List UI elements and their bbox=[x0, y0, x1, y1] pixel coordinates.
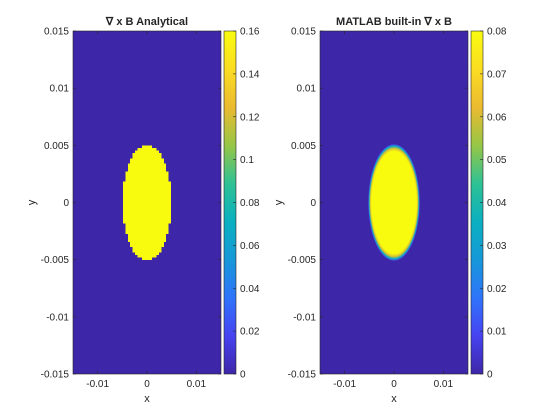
chart-panel-1: 0.015 0.01 0.005 0 -0.005 -0.01 -0.015 -0.01 0 0.… bbox=[26, 16, 260, 405]
colorbar-tick-label: 0.04 bbox=[240, 284, 260, 295]
heatmap-cell-row bbox=[127, 168, 167, 172]
colorbar-tick-label: 0.01 bbox=[487, 327, 507, 338]
x-tick-label: 0 bbox=[391, 379, 397, 390]
y-tick-label: 0.005 bbox=[44, 141, 69, 152]
heatmap-cell-row bbox=[137, 254, 157, 258]
colorbar-tick-label: 0.06 bbox=[240, 241, 260, 252]
y-tick-label: 0 bbox=[63, 198, 69, 209]
heatmap-cell-row bbox=[142, 145, 152, 149]
heatmap-cell-row bbox=[123, 197, 171, 201]
y-tick-label: 0.01 bbox=[50, 84, 70, 95]
x-tick-label: 0.01 bbox=[187, 379, 207, 390]
heatmap-cell-row bbox=[135, 251, 159, 255]
heatmap-cell-row bbox=[123, 220, 171, 224]
heatmap-cell-row bbox=[125, 176, 169, 180]
heatmap-cell-row bbox=[130, 244, 164, 248]
heatmap-cell-row bbox=[123, 202, 171, 206]
x-tick-label: 0 bbox=[144, 379, 150, 390]
heatmap-cell-row bbox=[123, 186, 171, 190]
chart-title: MATLAB built-in ∇ x B bbox=[336, 16, 452, 28]
y-tick-label: 0 bbox=[310, 198, 316, 209]
heatmap-cell-row bbox=[137, 147, 157, 151]
heatmap-cell-row bbox=[123, 205, 171, 209]
x-tick-label: -0.01 bbox=[333, 379, 356, 390]
colorbar-tick-label: 0.08 bbox=[487, 27, 507, 38]
heatmap-cell-row bbox=[130, 241, 164, 245]
heatmap-cell-row bbox=[127, 163, 167, 167]
y-tick-label: -0.005 bbox=[41, 255, 70, 266]
y-tick-label: -0.01 bbox=[293, 312, 316, 323]
colorbar-tick-label: 0.1 bbox=[240, 155, 254, 166]
heatmap-cell-row bbox=[123, 192, 171, 196]
heatmap-cell-row bbox=[127, 236, 167, 240]
x-axis-label: x bbox=[391, 393, 397, 405]
y-tick-label: -0.015 bbox=[41, 370, 70, 381]
colorbar-tick-label: 0.07 bbox=[487, 69, 507, 80]
heatmap-cell-row bbox=[125, 228, 169, 232]
y-tick-label: 0.01 bbox=[297, 84, 317, 95]
heatmap-cell-row bbox=[123, 194, 171, 198]
colorbar-tick-label: 0.02 bbox=[487, 284, 507, 295]
heatmap-cell-row bbox=[123, 215, 171, 219]
y-tick-label: -0.015 bbox=[288, 370, 317, 381]
y-tick-label: -0.005 bbox=[288, 255, 317, 266]
heatmap-cell-row bbox=[123, 210, 171, 214]
heatmap-cell-row bbox=[132, 153, 162, 157]
x-tick-label: 0.01 bbox=[434, 379, 454, 390]
colorbar-tick-label: 0.16 bbox=[240, 27, 260, 38]
heatmap-cell-row bbox=[123, 207, 171, 211]
heatmap-cell-row bbox=[123, 199, 171, 203]
heatmap-region bbox=[368, 144, 420, 261]
heatmap-cell-row bbox=[132, 246, 162, 250]
heatmap-cell-row bbox=[132, 155, 162, 159]
colorbar-tick-label: 0.04 bbox=[487, 198, 507, 209]
heatmap-cell-row bbox=[142, 257, 152, 261]
heatmap-cell-row bbox=[123, 184, 171, 188]
heatmap-cell-row bbox=[125, 223, 169, 227]
colorbar-tick-label: 0.12 bbox=[240, 112, 260, 123]
colorbar-tick-label: 0.02 bbox=[240, 327, 260, 338]
colorbar-tick-label: 0 bbox=[240, 370, 246, 381]
y-tick-label: 0.015 bbox=[291, 27, 316, 38]
colorbar-tick-label: 0.08 bbox=[240, 198, 260, 209]
y-axis-label: y bbox=[26, 199, 38, 205]
x-tick-label: -0.01 bbox=[86, 379, 109, 390]
heatmap-cell-row bbox=[127, 166, 167, 170]
heatmap-cell-row bbox=[132, 249, 162, 253]
colorbar-tick-label: 0 bbox=[487, 370, 493, 381]
colorbar-tick-label: 0.14 bbox=[240, 69, 260, 80]
y-tick-label: 0.005 bbox=[291, 141, 316, 152]
x-axis-label: x bbox=[144, 393, 150, 405]
chart-panel-2: 0.015 0.01 0.005 0 -0.005 -0.01 -0.015 -0.01 0 0.… bbox=[273, 16, 507, 405]
colorbar-tick-label: 0.03 bbox=[487, 241, 507, 252]
colorbar-tick-label: 0.06 bbox=[487, 112, 507, 123]
y-axis-label: y bbox=[273, 199, 285, 205]
heatmap-cell-row bbox=[125, 231, 169, 235]
colorbar-tick-label: 0.05 bbox=[487, 155, 507, 166]
heatmap-cell-row bbox=[123, 212, 171, 216]
heatmap-cell-row bbox=[123, 181, 171, 185]
y-tick-label: -0.01 bbox=[46, 312, 69, 323]
heatmap-cell-row bbox=[125, 171, 169, 175]
chart-title: ∇ x B Analytical bbox=[105, 16, 188, 28]
heatmap-cell-row bbox=[135, 150, 159, 154]
heatmap-cell-row bbox=[125, 173, 169, 177]
heatmap-cell-row bbox=[130, 160, 164, 164]
heatmap-cell-row bbox=[127, 233, 167, 237]
heatmap-cell-row bbox=[127, 238, 167, 242]
heatmap-cell-row bbox=[125, 225, 169, 229]
heatmap-cell-row bbox=[130, 158, 164, 162]
heatmap-cell-row bbox=[123, 189, 171, 193]
y-tick-label: 0.015 bbox=[44, 27, 69, 38]
heatmap-cell-row bbox=[125, 179, 169, 183]
heatmap-cell-row bbox=[123, 218, 171, 222]
